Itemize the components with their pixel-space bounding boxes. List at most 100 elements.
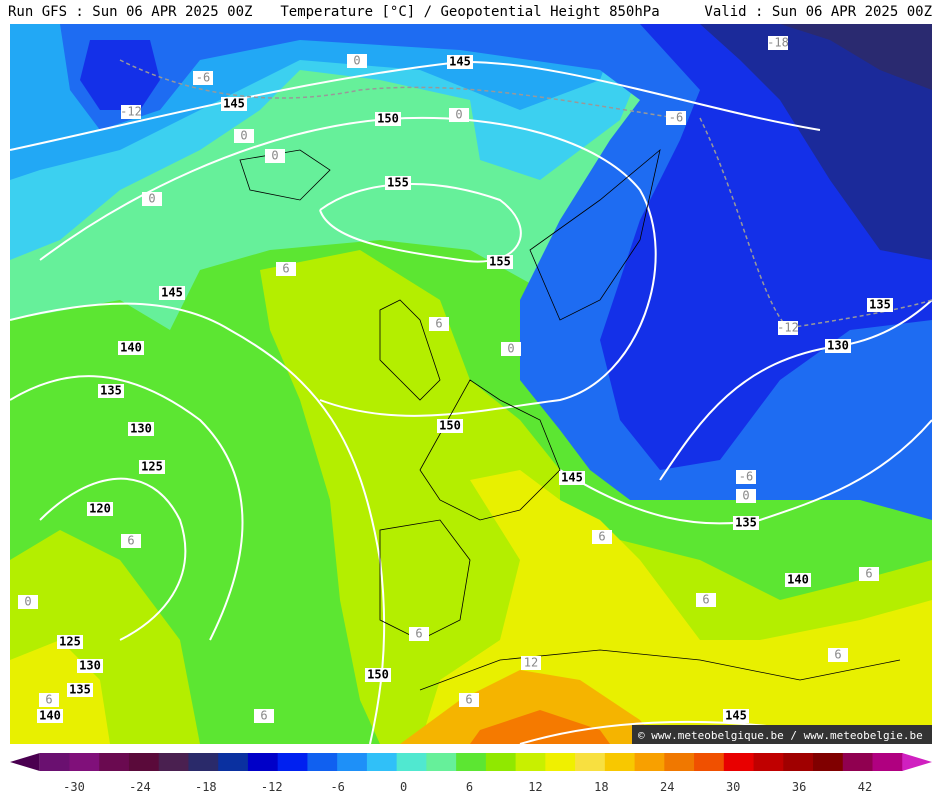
temperature-label-bg bbox=[696, 593, 716, 607]
colorbar-band bbox=[485, 753, 517, 771]
height-label: 155 bbox=[489, 255, 511, 269]
temperature-label: -18 bbox=[767, 36, 789, 50]
colorbar-tick-label: -6 bbox=[330, 780, 344, 794]
colorbar-band bbox=[753, 753, 784, 771]
colorbar-band bbox=[396, 753, 427, 771]
temperature-label-bg bbox=[234, 129, 254, 143]
colorbar-tick-label: 12 bbox=[528, 780, 542, 794]
colorbar-band bbox=[426, 753, 457, 771]
colorbar-tick-label: -30 bbox=[63, 780, 85, 794]
temperature-label: -6 bbox=[669, 111, 683, 125]
height-label: 145 bbox=[725, 709, 747, 723]
temperature-label: 0 bbox=[240, 129, 247, 143]
temperature-label-bg bbox=[768, 36, 788, 50]
height-label: 130 bbox=[79, 659, 101, 673]
temperature-label: 0 bbox=[455, 108, 462, 122]
colorbar-band bbox=[872, 753, 903, 771]
temperature-label: 6 bbox=[282, 262, 289, 276]
height-label-bg bbox=[57, 635, 83, 649]
colorbar-tick-label: 42 bbox=[858, 780, 872, 794]
temperature-labels: 0 -6 -12 0 0 0 0 -18 -6 6 6 0 -12 -6 0 6 0 6 6 6 6 12 6 6 6 6 bbox=[18, 36, 879, 723]
temperature-label: 6 bbox=[415, 627, 422, 641]
colorbar-band bbox=[247, 753, 279, 771]
colorbar-band bbox=[456, 753, 487, 771]
height-label-bg bbox=[447, 55, 473, 69]
colorbar: -30 -24 -18 -12 -6 0 6 12 18 24 30 36 42 bbox=[10, 753, 932, 794]
colorbar-band bbox=[664, 753, 695, 771]
valid-label: Valid : Sun 06 APR 2025 00Z bbox=[704, 4, 932, 20]
temperature-label-bg bbox=[39, 693, 59, 707]
height-label-bg bbox=[159, 286, 185, 300]
colorbar-tick-label: -18 bbox=[195, 780, 217, 794]
colorbar-band bbox=[158, 753, 189, 771]
colorbar-tick-label: -24 bbox=[129, 780, 151, 794]
temperature-label-bg bbox=[265, 149, 285, 163]
colorbar-band bbox=[69, 753, 100, 771]
run-label: Run GFS : Sun 06 APR 2025 00Z bbox=[8, 4, 252, 20]
temperature-label: 0 bbox=[24, 595, 31, 609]
height-label: 150 bbox=[367, 668, 389, 682]
height-label: 145 bbox=[449, 55, 471, 69]
height-label-bg bbox=[825, 339, 851, 353]
height-label-bg bbox=[98, 384, 124, 398]
temperature-label: 0 bbox=[507, 342, 514, 356]
height-label-bg bbox=[37, 709, 63, 723]
height-label: 125 bbox=[141, 460, 163, 474]
height-label-bg bbox=[385, 176, 411, 190]
temperature-label-bg bbox=[592, 530, 612, 544]
temperature-label: 6 bbox=[598, 530, 605, 544]
temperature-label: -6 bbox=[196, 71, 210, 85]
temperature-label-bg bbox=[121, 534, 141, 548]
height-label-bg bbox=[559, 471, 585, 485]
height-labels: 1451451501551551451401351301251201251301… bbox=[37, 55, 893, 723]
temperature-label: 6 bbox=[260, 709, 267, 723]
temperature-label: 6 bbox=[465, 693, 472, 707]
temperature-label: 6 bbox=[45, 693, 52, 707]
colorbar-band bbox=[307, 753, 338, 771]
temperature-label: 0 bbox=[742, 489, 749, 503]
height-label-bg bbox=[437, 419, 463, 433]
colorbar-band bbox=[694, 753, 725, 771]
watermark-bg bbox=[632, 725, 932, 744]
temperature-label-bg bbox=[666, 111, 686, 125]
height-label: 140 bbox=[39, 709, 61, 723]
colorbar-band bbox=[842, 753, 874, 771]
map-title: Temperature [°C] / Geopotential Height 8… bbox=[280, 4, 659, 20]
colorbar-arrow bbox=[10, 753, 40, 771]
temperature-label-bg bbox=[276, 262, 296, 276]
temperature-label: 6 bbox=[834, 648, 841, 662]
colorbar-band bbox=[545, 753, 576, 771]
temperature-label-bg bbox=[736, 489, 756, 503]
height-label: 140 bbox=[120, 341, 142, 355]
colorbar-tick-label: 0 bbox=[400, 780, 407, 794]
height-label: 150 bbox=[377, 112, 399, 126]
temperature-label-bg bbox=[521, 656, 541, 670]
height-label-bg bbox=[221, 97, 247, 111]
colorbar-band bbox=[575, 753, 606, 771]
height-label-bg bbox=[77, 659, 103, 673]
height-label: 130 bbox=[130, 422, 152, 436]
height-label: 145 bbox=[561, 471, 583, 485]
temperature-label-bg bbox=[501, 342, 521, 356]
height-label: 145 bbox=[161, 286, 183, 300]
colorbar-band bbox=[634, 753, 665, 771]
temperature-label-bg bbox=[449, 108, 469, 122]
height-label-bg bbox=[487, 255, 513, 269]
temperature-label-bg bbox=[778, 321, 798, 335]
colorbar-band bbox=[218, 753, 249, 771]
height-label-bg bbox=[733, 516, 759, 530]
height-label-bg bbox=[67, 683, 93, 697]
temperature-label-bg bbox=[18, 595, 38, 609]
temperature-label: 12 bbox=[524, 656, 538, 670]
height-label: 135 bbox=[100, 384, 122, 398]
height-label: 155 bbox=[387, 176, 409, 190]
height-label-bg bbox=[118, 341, 144, 355]
colorbar-band bbox=[128, 753, 160, 771]
temperature-label: 0 bbox=[271, 149, 278, 163]
colorbar-tick-label: -12 bbox=[261, 780, 283, 794]
height-label: 135 bbox=[869, 298, 891, 312]
colorbar-band bbox=[813, 753, 844, 771]
colorbar-tick-label: 6 bbox=[466, 780, 473, 794]
colorbar-band bbox=[783, 753, 814, 771]
